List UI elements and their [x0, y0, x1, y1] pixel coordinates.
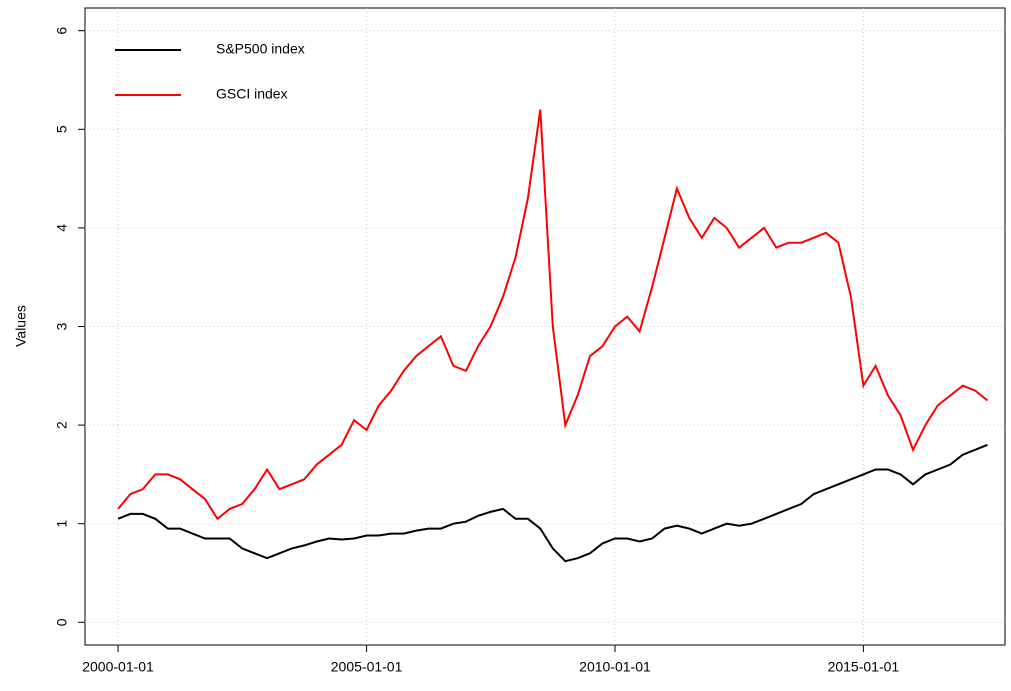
y-axis-label: Values — [13, 305, 29, 347]
y-tick-label: 6 — [54, 27, 70, 35]
y-tick-label: 0 — [54, 618, 70, 626]
y-tick-label: 1 — [54, 520, 70, 528]
y-tick-label: 2 — [54, 421, 70, 429]
x-tick-label: 2000-01-01 — [82, 659, 154, 675]
legend-label: GSCI index — [216, 86, 288, 102]
y-tick-label: 5 — [54, 125, 70, 133]
x-tick-label: 2015-01-01 — [828, 659, 900, 675]
legend-label: S&P500 index — [216, 41, 305, 57]
y-tick-label: 4 — [54, 224, 70, 232]
x-tick-label: 2005-01-01 — [331, 659, 403, 675]
series-line — [117, 443, 988, 563]
series-line — [117, 109, 989, 521]
x-tick-label: 2010-01-01 — [579, 659, 651, 675]
y-tick-label: 3 — [54, 322, 70, 330]
